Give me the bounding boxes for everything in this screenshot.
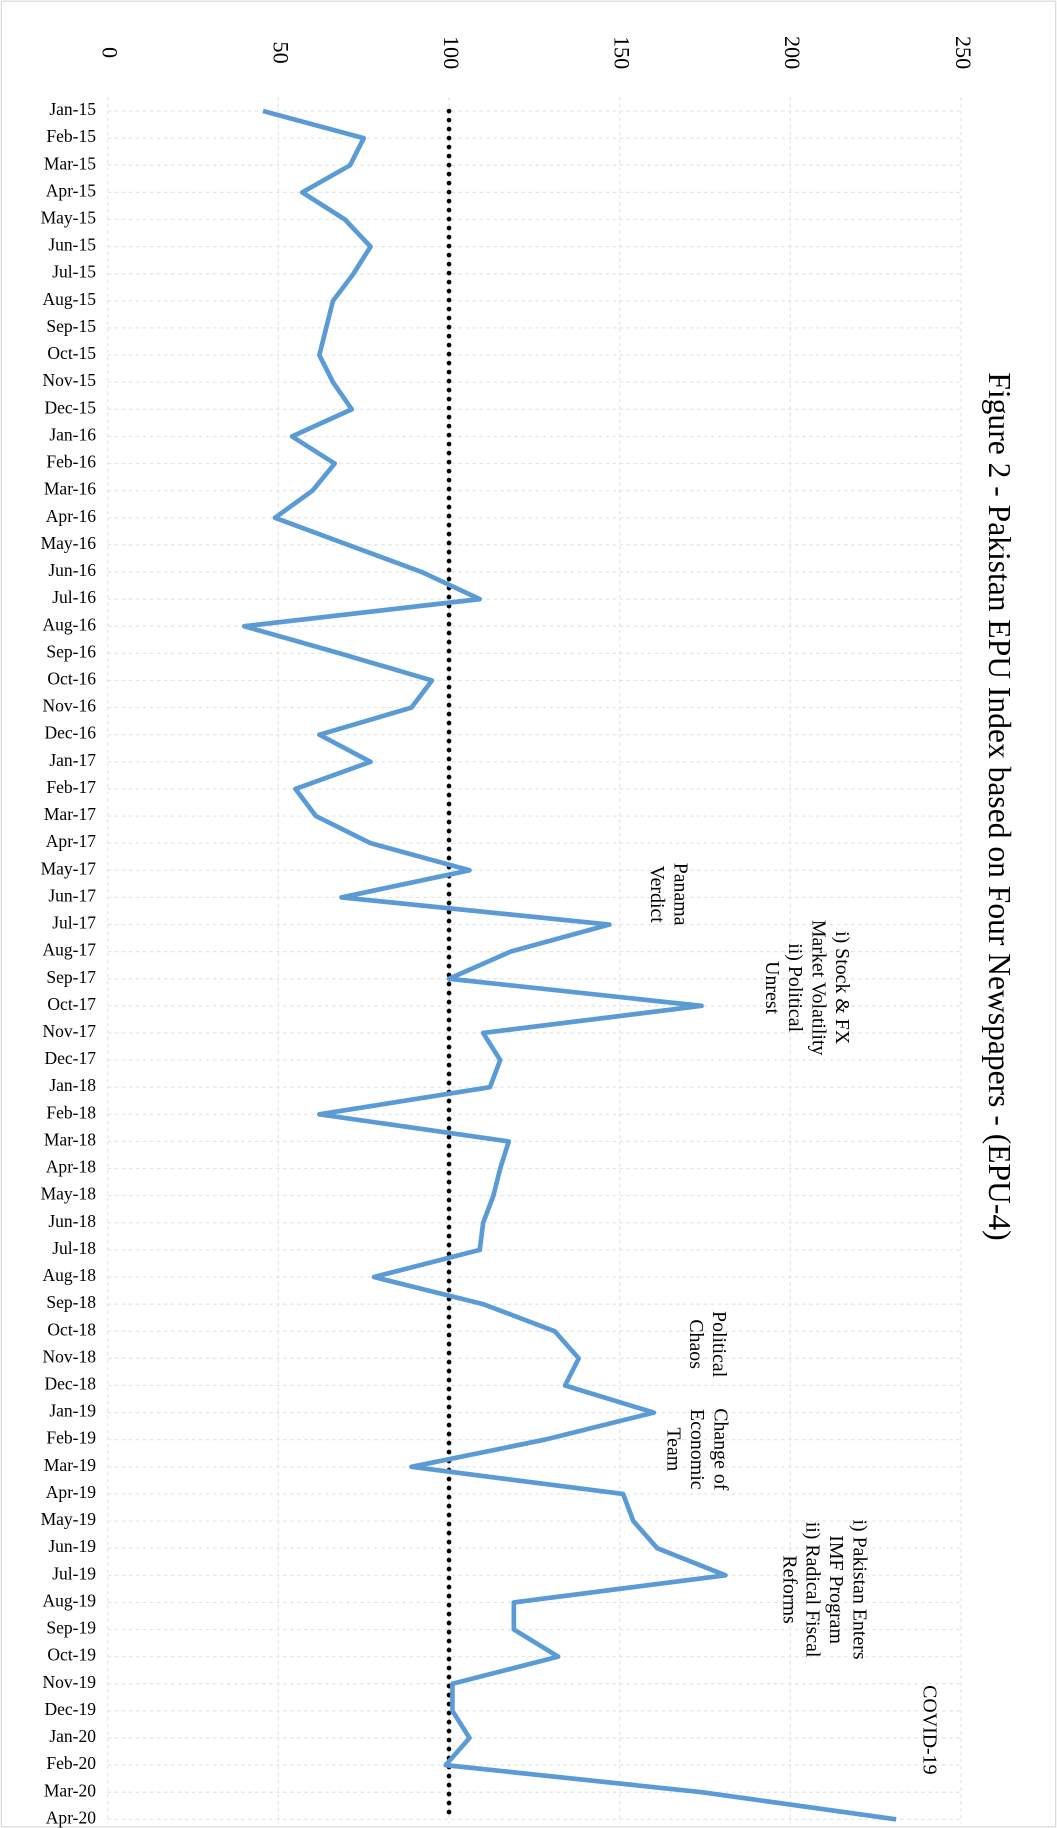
x-tick-label: Sep-15 [46, 316, 96, 336]
annotation: Change ofEconomicTeam [663, 1408, 732, 1491]
x-tick-label: Jul-16 [52, 587, 96, 607]
annotation: i) Stock & FXMarket Volatilityii) Politi… [761, 920, 853, 1056]
y-tick-label: 250 [951, 36, 976, 69]
annotation-line: Panama [670, 863, 692, 926]
x-tick-label: Jun-16 [48, 560, 96, 580]
x-tick-label: Jul-17 [52, 913, 96, 933]
x-tick-label: Nov-15 [43, 370, 97, 390]
annotation-line: Economic [686, 1409, 708, 1490]
x-tick-label: May-17 [41, 858, 97, 878]
x-tick-label: Jun-15 [48, 235, 96, 255]
x-tick-label: Apr-17 [46, 831, 96, 851]
x-tick-label: Jan-19 [49, 1401, 96, 1421]
x-tick-label: Sep-16 [46, 641, 96, 661]
x-tick-label: Feb-15 [46, 126, 96, 146]
annotation-line: Political [708, 1311, 730, 1378]
annotation-line: COVID-19 [919, 1685, 941, 1774]
x-tick-label: Sep-18 [46, 1292, 96, 1312]
x-tick-label: Aug-15 [43, 289, 97, 309]
x-tick-label: Jan-17 [49, 750, 96, 770]
x-tick-label: Nov-19 [43, 1672, 97, 1692]
annotation-line: i) Pakistan Enters [848, 1520, 870, 1660]
x-tick-label: Oct-15 [47, 343, 96, 363]
x-tick-label: Oct-19 [47, 1645, 96, 1665]
x-tick-label: Feb-18 [46, 1102, 96, 1122]
x-tick-label: Oct-18 [47, 1319, 96, 1339]
x-tick-label: Nov-17 [43, 1021, 97, 1041]
x-tick-label: Apr-18 [46, 1157, 96, 1177]
annotation: COVID-19 [919, 1685, 941, 1774]
x-tick-label: Nov-18 [43, 1346, 97, 1366]
x-tick-label: Oct-16 [47, 668, 96, 688]
y-tick-label: 100 [439, 36, 464, 69]
x-tick-label: Dec-15 [44, 397, 96, 417]
x-tick-label: Aug-19 [43, 1590, 97, 1610]
x-tick-label: Jul-19 [52, 1563, 96, 1583]
annotation-line: Team [663, 1427, 685, 1471]
y-tick-label: 150 [610, 36, 635, 69]
annotation-line: Verdict [646, 865, 668, 923]
x-tick-label: May-16 [41, 533, 97, 553]
x-tick-label: Jan-15 [49, 99, 96, 119]
x-tick-label: Aug-17 [43, 940, 97, 960]
y-tick-label: 0 [98, 47, 123, 58]
x-tick-label: Jun-18 [48, 1211, 96, 1231]
x-tick-label: Dec-19 [44, 1699, 96, 1719]
x-tick-label: Aug-18 [43, 1265, 97, 1285]
x-tick-label: Mar-17 [44, 804, 96, 824]
x-tick-label: Nov-16 [43, 696, 97, 716]
annotation-line: Chaos [685, 1319, 707, 1369]
x-tick-label: Mar-20 [44, 1780, 96, 1800]
annotation-line: Unrest [761, 961, 783, 1014]
y-tick-label: 50 [268, 42, 293, 64]
x-tick-label: Feb-19 [46, 1428, 96, 1448]
y-tick-label: 200 [780, 36, 805, 69]
x-tick-label: May-19 [41, 1509, 97, 1529]
annotation: i) Pakistan EntersIMF Programii) Radical… [778, 1520, 870, 1660]
x-tick-label: Feb-16 [46, 452, 96, 472]
x-tick-label: Apr-16 [46, 506, 96, 526]
x-tick-label: Mar-16 [44, 479, 96, 499]
x-tick-label: Feb-17 [46, 777, 96, 797]
x-tick-label: Dec-18 [44, 1374, 96, 1394]
x-tick-label: Feb-20 [46, 1753, 96, 1773]
x-tick-label: Apr-20 [46, 1807, 96, 1827]
series-line [241, 108, 897, 1822]
annotation-line: Change of [709, 1408, 731, 1491]
x-tick-label: Dec-17 [44, 1048, 96, 1068]
annotation-line: ii) Radical Fiscal [802, 1522, 824, 1658]
x-tick-label: Jul-18 [52, 1238, 96, 1258]
x-tick-label: Jan-20 [49, 1726, 96, 1746]
annotation-line: i) Stock & FX [831, 931, 853, 1044]
x-tick-label: Jul-15 [52, 262, 96, 282]
x-tick-label: Mar-18 [44, 1129, 96, 1149]
x-tick-label: Mar-19 [44, 1455, 96, 1475]
annotation: PoliticalChaos [685, 1311, 730, 1378]
x-tick-label: Jun-19 [48, 1536, 96, 1556]
x-tick-label: Jun-17 [48, 885, 96, 905]
x-tick-label: Sep-19 [46, 1618, 96, 1638]
x-tick-label: Apr-15 [46, 180, 96, 200]
annotation-line: Reforms [778, 1555, 800, 1624]
x-tick-label: Sep-17 [46, 967, 96, 987]
annotation-line: Market Volatility [808, 920, 830, 1056]
x-tick-label: May-15 [41, 208, 97, 228]
annotation: PanamaVerdict [646, 863, 691, 926]
x-tick-label: Jan-18 [49, 1075, 96, 1095]
x-tick-label: Aug-16 [43, 614, 97, 634]
x-tick-label: May-18 [41, 1184, 97, 1204]
x-tick-label: Jan-16 [49, 424, 96, 444]
x-tick-label: Dec-16 [44, 723, 96, 743]
chart-title: Figure 2 - Pakistan EPU Index based on F… [982, 372, 1017, 1240]
x-tick-label: Apr-19 [46, 1482, 96, 1502]
annotation-line: ii) Political [784, 943, 806, 1032]
x-tick-label: Mar-15 [44, 153, 96, 173]
x-tick-label: Oct-17 [47, 994, 96, 1014]
annotation-line: IMF Program [825, 1535, 847, 1644]
